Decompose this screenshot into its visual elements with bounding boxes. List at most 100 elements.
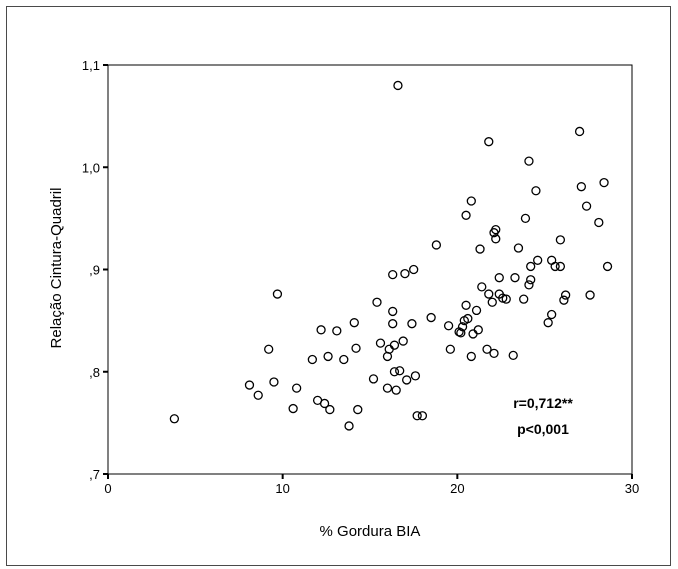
x-tick-label: 20 xyxy=(450,481,464,496)
data-point xyxy=(393,80,403,91)
data-point xyxy=(412,411,422,421)
data-point xyxy=(520,213,531,224)
x-axis: 0 10 20 30 xyxy=(104,474,639,496)
data-point xyxy=(316,325,326,335)
data-point xyxy=(550,261,560,272)
data-point xyxy=(585,290,595,300)
data-point xyxy=(409,264,419,275)
data-point xyxy=(524,280,534,290)
data-point xyxy=(291,383,302,393)
data-point xyxy=(389,340,400,350)
data-point xyxy=(491,224,501,235)
data-point xyxy=(307,354,318,365)
data-point xyxy=(395,366,405,376)
data-point xyxy=(555,235,566,245)
data-point xyxy=(456,328,466,338)
data-point xyxy=(264,344,274,354)
data-point xyxy=(581,201,592,211)
data-point xyxy=(508,350,518,361)
data-point xyxy=(484,137,494,147)
y-axis: ,7 ,8 ,9 1,0 1,1 xyxy=(82,58,108,482)
data-point xyxy=(526,261,536,272)
data-point xyxy=(560,290,571,300)
data-point xyxy=(524,156,534,166)
x-tick-label: 0 xyxy=(104,481,111,496)
data-point xyxy=(477,282,487,292)
correlation-annotation: r=0,712** xyxy=(513,395,573,411)
data-point xyxy=(244,380,255,390)
data-point xyxy=(372,297,382,307)
y-tick-label: ,9 xyxy=(89,263,100,278)
data-point xyxy=(491,234,501,244)
data-point xyxy=(531,186,541,196)
data-point xyxy=(489,348,499,358)
data-point xyxy=(288,403,298,414)
y-tick-label: 1,1 xyxy=(82,58,100,73)
data-point xyxy=(407,319,417,329)
data-point xyxy=(389,367,400,377)
data-point xyxy=(576,182,586,192)
p-value-annotation: p<0,001 xyxy=(517,421,569,437)
data-point xyxy=(388,306,398,317)
data-point xyxy=(325,404,335,415)
data-point xyxy=(461,300,471,310)
data-point xyxy=(599,177,609,188)
data-point xyxy=(431,240,442,250)
data-point xyxy=(443,321,454,331)
data-point xyxy=(400,268,410,279)
data-point xyxy=(574,126,585,137)
data-point xyxy=(543,318,553,328)
data-point xyxy=(169,414,180,424)
data-point xyxy=(351,343,361,353)
data-point xyxy=(368,374,379,384)
data-point xyxy=(353,404,363,415)
data-point xyxy=(272,289,283,299)
data-point xyxy=(466,196,476,206)
y-tick-label: ,8 xyxy=(89,365,100,380)
chart-frame xyxy=(6,6,671,566)
data-point xyxy=(463,313,473,324)
data-point xyxy=(398,336,408,346)
data-point xyxy=(382,383,393,393)
data-point xyxy=(461,210,471,220)
data-point xyxy=(519,294,529,304)
data-point xyxy=(388,319,398,329)
data-point xyxy=(445,344,455,354)
data-point xyxy=(323,351,333,362)
data-point xyxy=(269,377,279,387)
y-tick-label: 1,0 xyxy=(82,160,100,175)
data-point xyxy=(319,398,330,409)
data-point xyxy=(384,344,394,354)
x-tick-label: 30 xyxy=(625,481,639,496)
data-point xyxy=(510,273,520,283)
data-point xyxy=(391,385,401,395)
data-point xyxy=(484,289,494,299)
data-point xyxy=(494,273,504,283)
data-point xyxy=(410,371,421,381)
data-point xyxy=(468,329,478,339)
data-point xyxy=(253,390,263,400)
data-point xyxy=(594,217,604,228)
data-point xyxy=(473,325,483,335)
data-point xyxy=(457,322,468,332)
data-point xyxy=(417,411,428,421)
data-point xyxy=(349,318,359,328)
data-point xyxy=(471,305,482,316)
data-point xyxy=(402,375,412,385)
data-point xyxy=(526,275,536,285)
data-point xyxy=(602,261,613,272)
x-axis-title: % Gordura BIA xyxy=(320,523,421,540)
data-point xyxy=(339,354,349,365)
data-point xyxy=(559,295,569,305)
data-point xyxy=(475,244,485,254)
data-point xyxy=(388,269,398,280)
y-tick-label: ,7 xyxy=(89,467,100,482)
data-point xyxy=(344,421,354,431)
data-point xyxy=(375,338,386,348)
y-axis-title: Relação Cintura-Quadril xyxy=(48,188,65,349)
data-point xyxy=(487,297,497,307)
x-tick-label: 10 xyxy=(275,481,289,496)
data-point xyxy=(533,255,543,265)
data-point xyxy=(482,344,492,354)
